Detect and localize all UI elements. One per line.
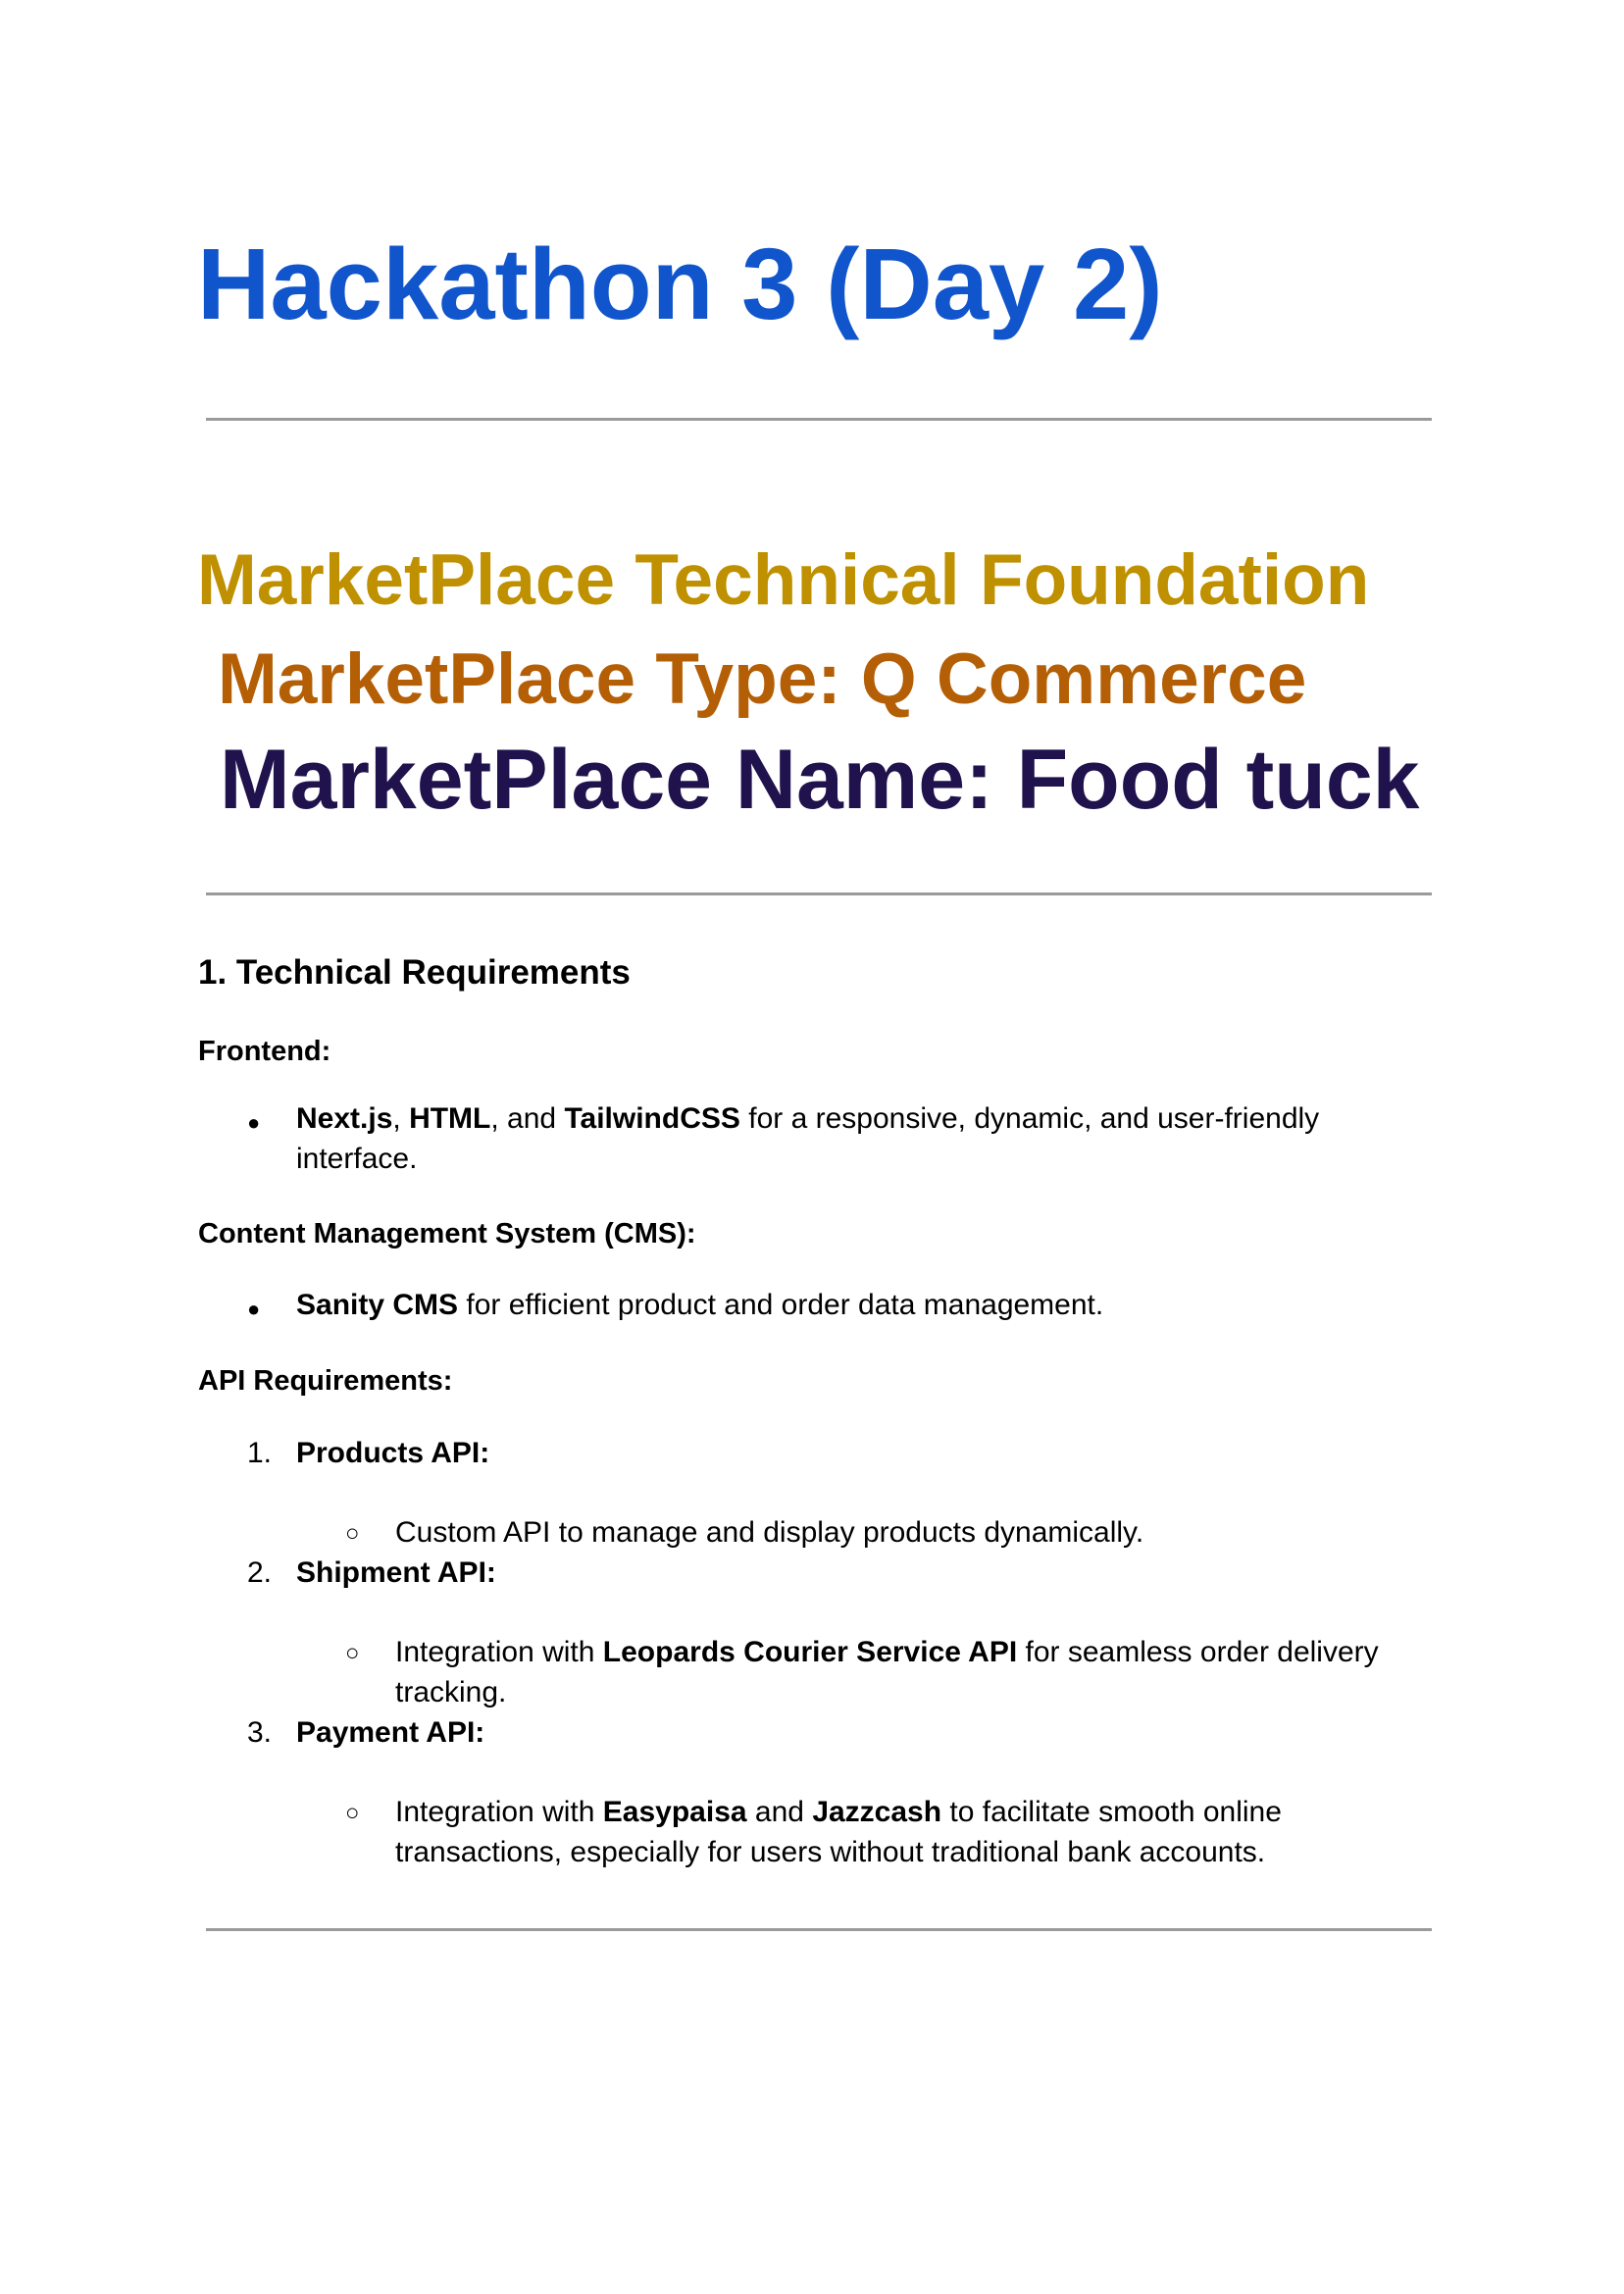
bullet-marker: ● bbox=[247, 1297, 261, 1321]
frontend-bullet-text: Next.js, HTML, and TailwindCSS for a res… bbox=[296, 1098, 1404, 1179]
text-run: , and bbox=[490, 1102, 565, 1135]
text-run: for a responsive, dynamic, and user-frie… bbox=[296, 1102, 1320, 1175]
sub-bullet-marker: ○ bbox=[345, 1520, 360, 1547]
frontend-label: Frontend: bbox=[198, 1036, 331, 1067]
text-run: Integration with bbox=[395, 1636, 603, 1668]
tech-sanity: Sanity CMS bbox=[296, 1289, 459, 1321]
horizontal-rule bbox=[206, 1928, 1432, 1931]
text-run: Integration with bbox=[395, 1796, 603, 1828]
bullet-marker: ● bbox=[247, 1110, 261, 1135]
tech-nextjs: Next.js bbox=[296, 1102, 393, 1135]
text-run: to facilitate smooth online transactions… bbox=[395, 1796, 1282, 1868]
api-item-shipment: Shipment API: bbox=[296, 1553, 1404, 1593]
sub-bullet-marker: ○ bbox=[345, 1640, 360, 1666]
page-title: Hackathon 3 (Day 2) bbox=[197, 228, 1163, 340]
leopards-api: Leopards Courier Service API bbox=[602, 1636, 1018, 1668]
text-run: Custom API to manage and display product… bbox=[395, 1516, 1144, 1549]
api-item-label: Shipment API: bbox=[296, 1556, 496, 1589]
heading-foundation: MarketPlace Technical Foundation bbox=[197, 540, 1370, 620]
api-item-shipment-detail: Integration with Leopards Courier Servic… bbox=[395, 1632, 1425, 1712]
heading-marketplace-type: MarketPlace Type: Q Commerce bbox=[218, 639, 1307, 719]
jazzcash: Jazzcash bbox=[812, 1796, 942, 1828]
section-heading: 1. Technical Requirements bbox=[198, 953, 631, 992]
tech-tailwind: TailwindCSS bbox=[564, 1102, 740, 1135]
list-number: 3. bbox=[247, 1716, 273, 1749]
api-item-payment: Payment API: bbox=[296, 1712, 1404, 1753]
text-run: and bbox=[746, 1796, 813, 1828]
api-item-label: Products API: bbox=[296, 1437, 490, 1469]
api-item-products-detail: Custom API to manage and display product… bbox=[395, 1512, 1425, 1553]
heading-marketplace-name: MarketPlace Name: Food tuck bbox=[220, 733, 1420, 827]
api-label: API Requirements: bbox=[198, 1365, 453, 1397]
list-number: 2. bbox=[247, 1556, 273, 1589]
horizontal-rule bbox=[206, 892, 1432, 895]
tech-html: HTML bbox=[409, 1102, 491, 1135]
sub-bullet-marker: ○ bbox=[345, 1800, 360, 1826]
list-number: 1. bbox=[247, 1437, 273, 1469]
cms-label: Content Management System (CMS): bbox=[198, 1218, 696, 1249]
api-item-payment-detail: Integration with Easypaisa and Jazzcash … bbox=[395, 1792, 1425, 1872]
api-item-label: Payment API: bbox=[296, 1716, 485, 1749]
horizontal-rule bbox=[206, 418, 1432, 421]
api-item-products: Products API: bbox=[296, 1433, 1404, 1473]
text-run: for efficient product and order data man… bbox=[458, 1289, 1104, 1321]
text-run: for seamless order delivery tracking. bbox=[395, 1636, 1379, 1708]
text-run: , bbox=[392, 1102, 410, 1135]
easypaisa: Easypaisa bbox=[602, 1796, 747, 1828]
cms-bullet-text: Sanity CMS for efficient product and ord… bbox=[296, 1285, 1404, 1325]
